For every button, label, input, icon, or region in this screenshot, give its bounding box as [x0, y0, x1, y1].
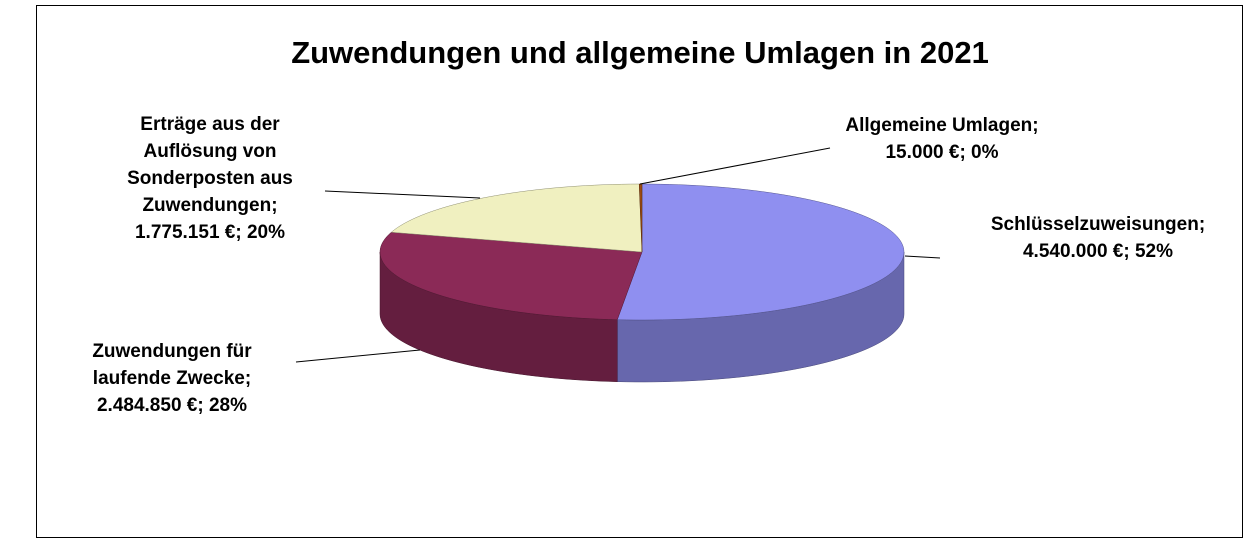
label-line: Zuwendungen für — [92, 341, 252, 362]
leader-line — [904, 255, 941, 259]
category-label: Zuwendungen für laufende Zwecke; — [92, 341, 252, 389]
label-line: Zuwendungen; — [142, 195, 277, 216]
value-label: 2.484.850 €; 28% — [97, 395, 247, 416]
leader-line — [639, 147, 831, 185]
pie-slice — [390, 183, 643, 253]
category-label: Schlüsselzuweisungen; — [991, 214, 1205, 235]
category-label: Erträge aus der Auflösung von Sonderposten… — [127, 114, 293, 216]
label-line: Auflösung von — [144, 141, 277, 162]
label-line: 2.484.850 €; 28% — [97, 395, 247, 416]
label-line: Erträge aus der — [140, 114, 280, 135]
label-line: Sonderposten aus — [127, 168, 293, 189]
label-line: laufende Zwecke; — [93, 368, 251, 389]
category-label: Allgemeine Umlagen; — [845, 115, 1038, 136]
value-label: 1.775.151 €; 20% — [135, 222, 285, 243]
label-line: Schlüsselzuweisungen; — [991, 214, 1205, 235]
label-line: 1.775.151 €; 20% — [135, 222, 285, 243]
label-line: Allgemeine Umlagen; — [845, 115, 1038, 136]
leader-line — [295, 349, 421, 363]
pie-slice — [379, 231, 643, 320]
label-line: 15.000 €; 0% — [885, 142, 998, 163]
leader-line — [324, 190, 481, 199]
label-line: 4.540.000 €; 52% — [1023, 241, 1173, 262]
chart-title: Zuwendungen und allgemeine Umlagen in 20… — [291, 35, 989, 70]
pie-slice — [616, 183, 905, 321]
value-label: 15.000 €; 0% — [885, 142, 998, 163]
value-label: 4.540.000 €; 52% — [1023, 241, 1173, 262]
